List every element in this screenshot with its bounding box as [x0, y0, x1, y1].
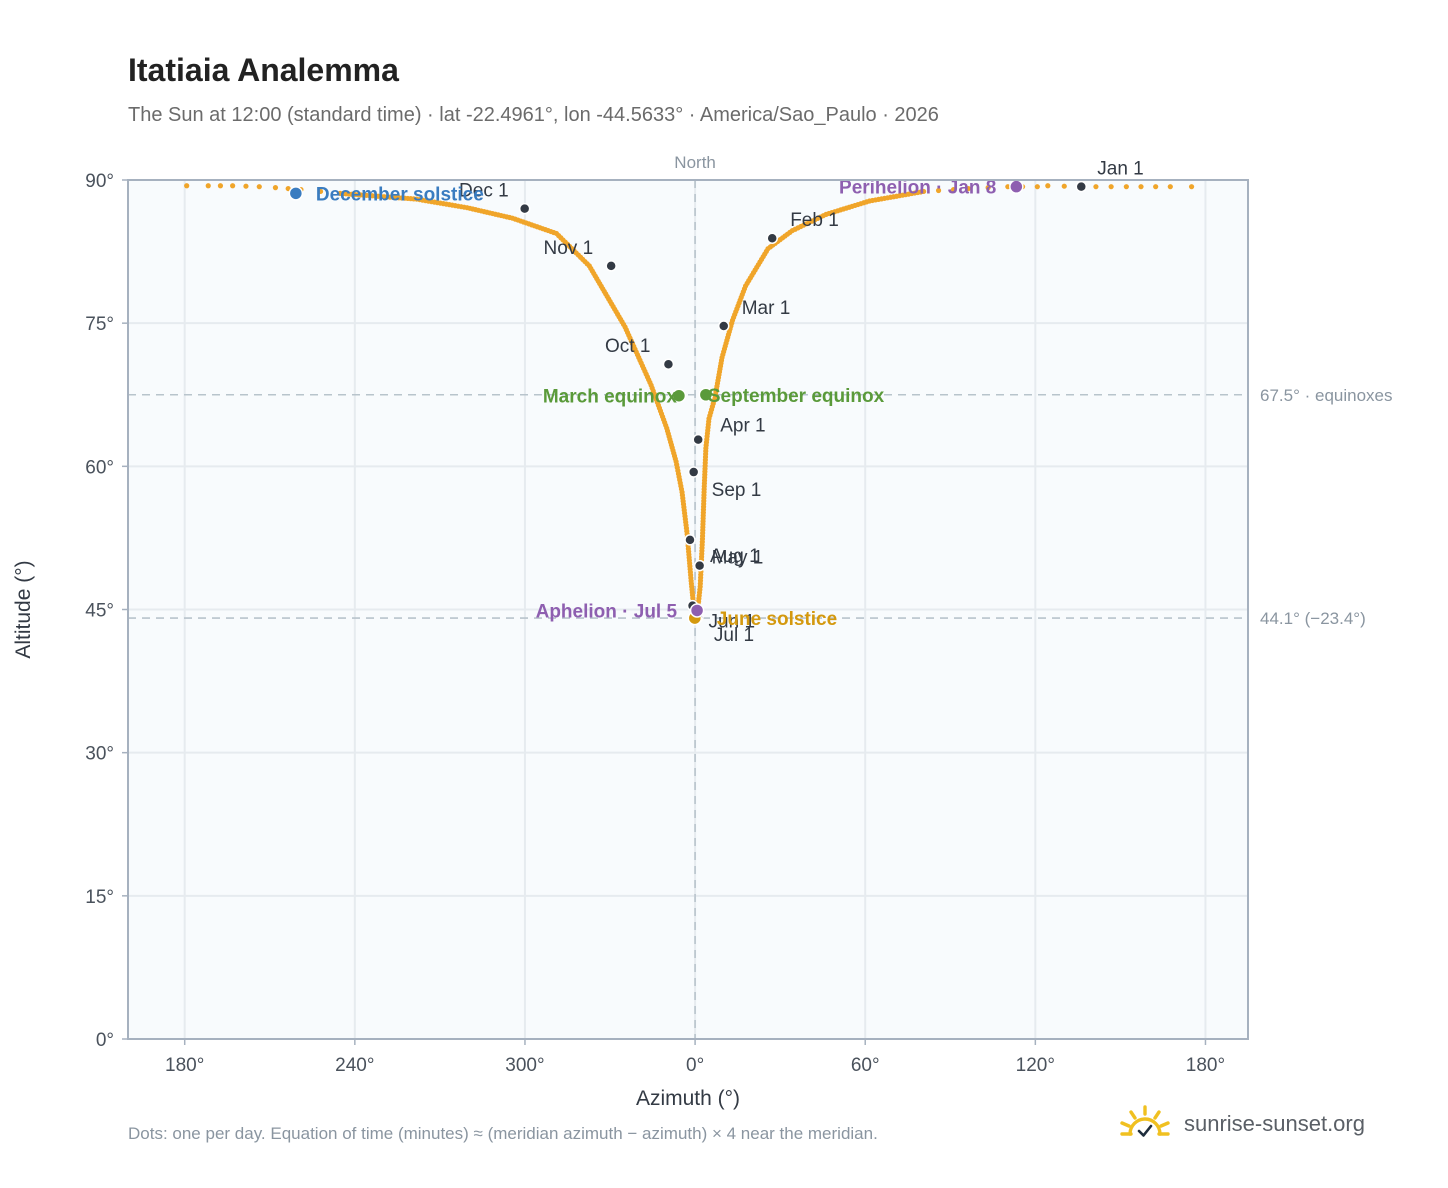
day-dot	[1153, 184, 1159, 190]
y-tick-label: 0°	[96, 1030, 114, 1051]
sun-logo-icon	[1120, 1105, 1170, 1137]
day-dot	[205, 183, 211, 189]
x-tick-label: 60°	[851, 1055, 880, 1076]
y-tick-label: 75°	[85, 314, 114, 335]
event-markers: December solstice Perihelion · Jan 8 March…	[288, 178, 1024, 630]
event-label: June solstice	[717, 609, 837, 630]
event-marker	[698, 387, 714, 402]
y-tick-label: 60°	[85, 457, 114, 478]
x-tick-label: 180°	[1186, 1055, 1225, 1076]
event-label: Perihelion · Jan 8	[839, 178, 996, 199]
chart-title: Itatiaia Analemma	[128, 52, 399, 88]
day-dot	[1045, 183, 1051, 189]
month-marker	[717, 320, 730, 332]
x-tick-label: 120°	[1016, 1055, 1055, 1076]
day-dot	[985, 185, 991, 191]
month-label: Feb 1	[790, 210, 839, 231]
month-label: Nov 1	[544, 238, 594, 259]
month-label: Dec 1	[459, 181, 509, 202]
y-tick-label: 90°	[85, 171, 114, 192]
month-label: Sep 1	[712, 480, 762, 501]
brand-name: sunrise-sunset.org	[1184, 1111, 1365, 1136]
y-axis-label: Altitude (°)	[12, 560, 35, 658]
month-label: Aug 1	[710, 546, 760, 567]
month-label: Jul 1	[714, 625, 754, 646]
y-tick-label: 30°	[85, 744, 114, 765]
month-marker	[1075, 180, 1088, 193]
chart-subtitle: The Sun at 12:00 (standard time) · lat -…	[128, 104, 939, 126]
month-marker	[605, 260, 617, 272]
month-marker	[684, 534, 696, 546]
month-marker	[662, 358, 675, 370]
event-label: September equinox	[708, 386, 885, 407]
month-label: Apr 1	[720, 416, 765, 437]
day-dot	[1123, 184, 1129, 190]
y-tick-label: 45°	[85, 601, 114, 622]
event-label: Aphelion · Jul 5	[536, 601, 678, 622]
day-dot	[256, 184, 262, 190]
day-dot	[1167, 184, 1173, 190]
event-label: March equinox	[543, 387, 678, 408]
day-dot	[217, 183, 224, 189]
day-dot	[272, 185, 279, 191]
day-dot	[243, 183, 249, 189]
day-dot	[1005, 184, 1011, 190]
north-marker: North	[674, 153, 716, 1039]
day-dot	[184, 183, 190, 189]
day-dot	[965, 185, 972, 192]
month-label: Jan 1	[1097, 159, 1143, 180]
day-dot	[317, 188, 324, 195]
day-dot	[1138, 184, 1144, 190]
x-tick-label: 0°	[686, 1055, 704, 1076]
analemma-curve	[184, 183, 1195, 620]
footnote: Dots: one per day. Equation of time (min…	[128, 1124, 878, 1143]
north-label: North	[674, 153, 716, 172]
day-dot	[950, 186, 957, 193]
month-label: May 1	[712, 548, 764, 569]
y-axis-ticks: 0° 15° 30° 45° 60° 75° 90°	[85, 171, 128, 1051]
month-marker	[766, 232, 778, 244]
event-marker	[288, 186, 304, 201]
event-marker	[689, 603, 705, 618]
x-axis-ticks: 180° 240° 300° 0° 60° 120° 180°	[165, 1039, 1225, 1076]
month-marker	[693, 559, 706, 572]
x-tick-label: 180°	[165, 1055, 204, 1076]
x-tick-label: 240°	[335, 1055, 374, 1076]
day-dot	[1034, 184, 1040, 190]
y-tick-label: 15°	[85, 887, 114, 908]
month-marker	[692, 433, 704, 446]
month-label: Oct 1	[605, 336, 650, 357]
event-label: December solstice	[316, 184, 484, 205]
month-marker	[687, 466, 700, 478]
reference-line-label: 67.5° · equinoxes	[1260, 386, 1393, 405]
day-dot	[230, 183, 236, 189]
month-label: Jun 1	[709, 612, 755, 633]
day-dot	[1188, 184, 1195, 190]
reference-line-label: 44.1° (−23.4°)	[1260, 609, 1366, 628]
day-dot	[921, 188, 927, 195]
day-dot	[1061, 183, 1067, 189]
brand[interactable]: sunrise-sunset.org	[1118, 1100, 1365, 1148]
day-dot	[1108, 184, 1114, 190]
day-dot	[1093, 184, 1099, 190]
month-marker	[518, 202, 531, 215]
x-axis-label: Azimuth (°)	[636, 1087, 740, 1110]
month-label: Mar 1	[742, 298, 791, 319]
x-tick-label: 300°	[505, 1055, 544, 1076]
event-marker	[1009, 179, 1024, 194]
day-dot	[935, 187, 942, 194]
event-marker	[671, 388, 687, 403]
